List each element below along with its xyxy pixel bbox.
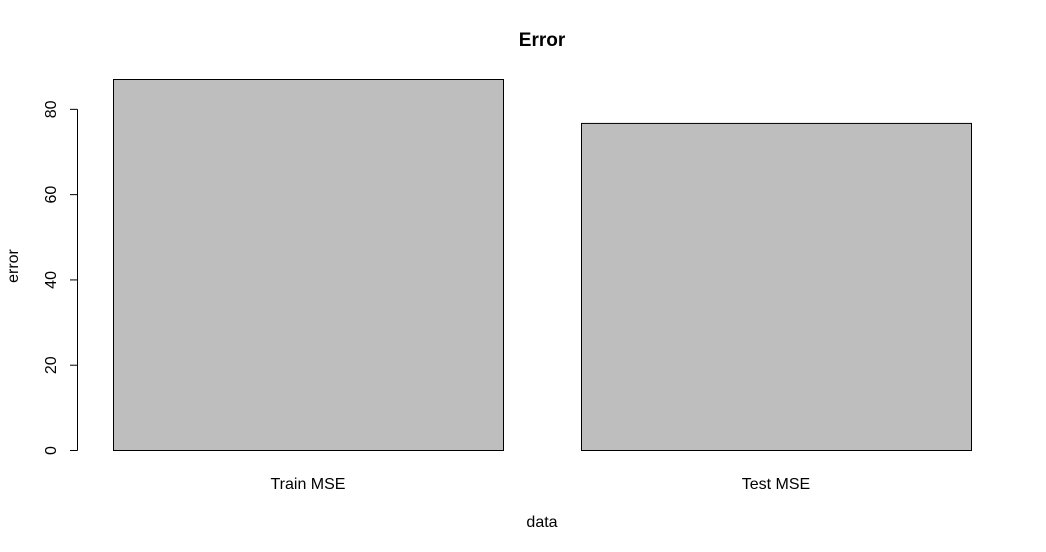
x-tick-label: Train MSE: [271, 476, 346, 493]
y-tick-label: 40: [43, 271, 60, 289]
y-tick-label: 0: [43, 446, 60, 455]
x-axis: Train MSE Test MSE: [271, 476, 811, 493]
y-tick-label: 60: [43, 186, 60, 204]
y-axis-label: error: [5, 248, 22, 282]
bar-train-mse: [113, 79, 504, 451]
chart-title: Error: [519, 30, 566, 51]
x-tick-label: Test MSE: [742, 476, 810, 493]
y-axis: 0 20 40 60 80: [43, 100, 78, 455]
y-tick-label: 80: [43, 100, 60, 118]
y-tick-label: 20: [43, 356, 60, 374]
bars-layer: [113, 79, 972, 452]
x-axis-label: data: [526, 514, 557, 531]
bar-test-mse: [581, 122, 972, 452]
